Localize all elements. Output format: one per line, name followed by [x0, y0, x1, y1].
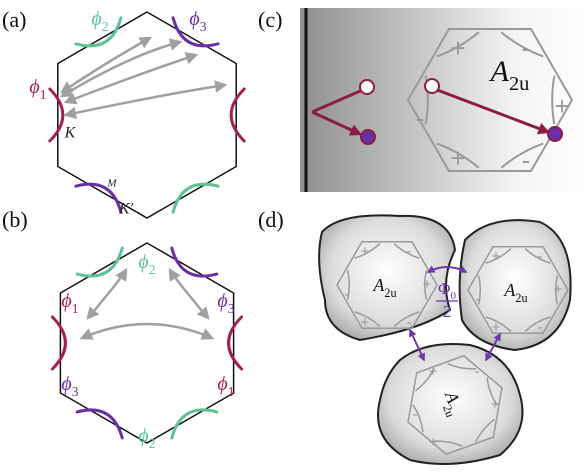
scattering-arrow [66, 85, 225, 115]
gap-sign: + [450, 143, 465, 173]
k-point: K [64, 125, 77, 142]
phi-label-base: ϕ [217, 290, 227, 312]
irrep-label-sub: 2u [509, 73, 529, 95]
phi-label-base: ϕ [138, 425, 148, 447]
gap-sign: + [423, 276, 432, 293]
gap-sign: + [491, 396, 500, 413]
k-point: M [106, 178, 117, 190]
phi-label: ϕ3 [189, 8, 206, 34]
gap-sign: - [413, 406, 418, 423]
panel-label: (a) [2, 7, 26, 32]
fermi-arc [77, 410, 122, 438]
flux-denominator: 2 [443, 302, 452, 321]
phi-label-sub: 2 [149, 262, 156, 277]
phi-label-base: ϕ [138, 251, 148, 273]
gap-sign: - [476, 291, 481, 308]
gap-sign: + [429, 363, 438, 380]
state-dot [425, 79, 439, 93]
state-dot [548, 127, 562, 141]
phi-label: ϕ1 [217, 373, 234, 399]
state-dot [360, 80, 374, 94]
gap-sign: + [361, 243, 370, 260]
scattering-arrow [62, 38, 150, 92]
gap-sign: - [407, 243, 412, 260]
gap-sign: + [361, 314, 370, 331]
superconducting-grain [319, 215, 455, 340]
phi-label-sub: 1 [72, 301, 79, 316]
gap-sign: + [429, 434, 438, 451]
fermi-arc [173, 184, 218, 212]
gap-sign: - [522, 145, 531, 175]
phi-label-base: ϕ [29, 76, 39, 98]
phi-label-base: ϕ [189, 8, 199, 30]
gap-sign: - [345, 286, 350, 303]
fermi-arc [229, 317, 242, 369]
phi-label-sub: 1 [40, 87, 47, 102]
phi-label: ϕ1 [61, 290, 78, 316]
phi-label: ϕ1 [29, 76, 46, 102]
phi-label-sub: 3 [228, 301, 235, 316]
fermi-arc [77, 248, 122, 276]
flux-sub: 0 [450, 290, 456, 302]
panel-label: (d) [258, 207, 284, 232]
brillouin-zone [58, 12, 236, 218]
irrep-label-sub: 2u [384, 286, 396, 300]
panel-label: (b) [2, 207, 28, 232]
irrep-label-base: A [489, 55, 510, 88]
phi-label-sub: 1 [228, 384, 235, 399]
gap-sign: - [475, 363, 480, 380]
phi-label: ϕ2 [91, 8, 108, 34]
fermi-arc [50, 89, 63, 141]
phi-label-base: ϕ [61, 373, 71, 395]
gap-sign: - [538, 319, 543, 336]
gap-sign: - [475, 434, 480, 451]
irrep-label-sub: 2u [515, 291, 527, 305]
phi-label-base: ϕ [61, 290, 71, 312]
gap-sign: + [450, 33, 465, 63]
gap-sign: + [492, 319, 501, 336]
state-dot [361, 130, 375, 144]
phi-label-sub: 2 [102, 19, 109, 34]
gap-sign: - [522, 33, 531, 63]
gap-sign: + [554, 281, 563, 298]
phi-label-sub: 3 [72, 384, 79, 399]
panel-label: (c) [258, 7, 282, 32]
gap-sign: + [492, 248, 501, 265]
gap-sign: - [538, 248, 543, 265]
gap-sign: - [416, 103, 425, 133]
phi-label: ϕ2 [138, 251, 155, 277]
phi-label-sub: 3 [200, 19, 207, 34]
gap-sign: + [554, 91, 569, 121]
fermi-arc [172, 410, 217, 438]
brillouin-zone [60, 243, 233, 443]
fermi-arc [52, 317, 65, 369]
phi-label: ϕ3 [217, 290, 234, 316]
k-point: K′ [118, 201, 134, 218]
phi-label-sub: 2 [149, 436, 156, 451]
fermi-arc [231, 89, 244, 141]
phi-label-base: ϕ [91, 8, 101, 30]
phi-label: ϕ2 [138, 425, 155, 451]
gap-sign: - [407, 314, 412, 331]
phi-label-base: ϕ [217, 373, 227, 395]
figure: (a)(b)(c)(d)ϕ2ϕ3ϕ1KMK′ϕ2ϕ1ϕ3ϕ3ϕ1ϕ2+--++-… [0, 0, 587, 473]
flux-symbol: Φ [438, 279, 450, 298]
scattering-arrow [66, 55, 196, 102]
scattering-arrow [82, 324, 212, 338]
fermi-arc [172, 248, 217, 276]
